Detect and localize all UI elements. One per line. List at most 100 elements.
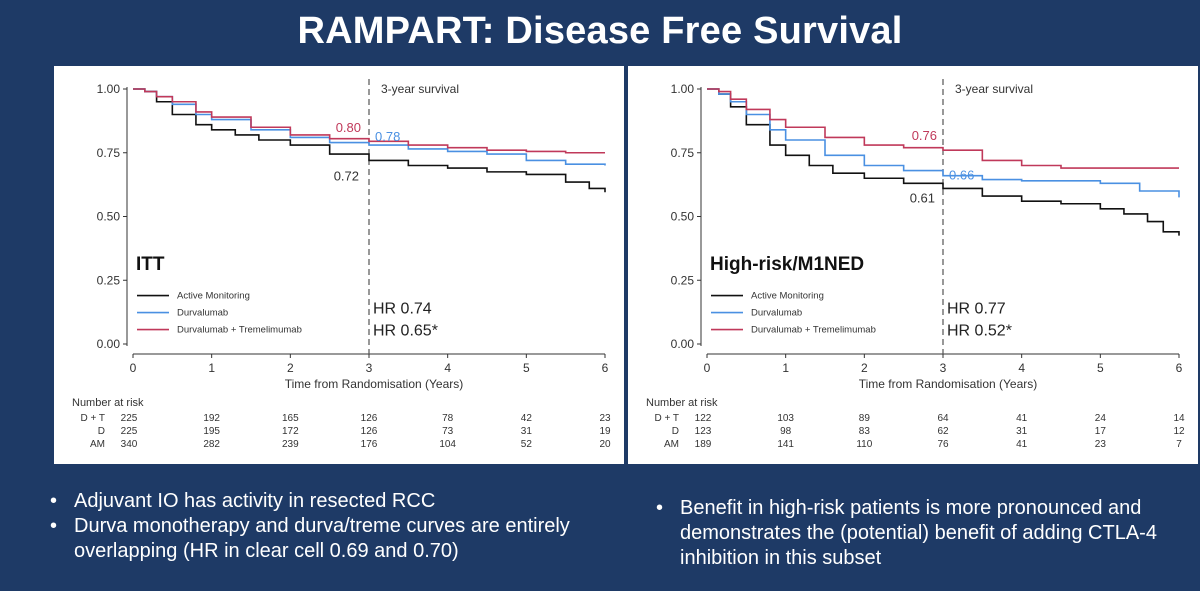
x-tick-label: 5 (523, 361, 530, 375)
legend-entry: Active Monitoring (751, 291, 824, 302)
legend-entry: Durvalumab + Tremelimumab (177, 325, 302, 336)
risk-table-cell: 172 (282, 426, 299, 437)
reference-line-label: 3-year survival (955, 82, 1033, 96)
risk-table-cell: 225 (121, 426, 138, 437)
km-curve-active-monitoring (133, 88, 606, 193)
risk-table-cell: 225 (121, 413, 138, 424)
km-curve-durva-treme (707, 88, 1179, 169)
km-curve-active-monitoring (707, 88, 1180, 236)
risk-table-cell: 126 (361, 413, 378, 424)
risk-table-cell: 23 (599, 413, 611, 424)
y-tick-label: 0.25 (671, 273, 695, 287)
risk-table-cell: 12 (1173, 426, 1185, 437)
risk-table-cell: 20 (599, 439, 611, 450)
risk-table-cell: 104 (439, 439, 456, 450)
bullet-list-left: Adjuvant IO has activity in resected RCC… (44, 489, 604, 564)
x-axis-label: Time from Randomisation (Years) (285, 377, 464, 391)
chart-subtitle: High-risk/M1NED (710, 254, 864, 275)
risk-table-cell: 7 (1176, 439, 1182, 450)
x-tick-label: 6 (1176, 361, 1183, 375)
risk-table-cell: 176 (361, 439, 378, 450)
x-axis-label: Time from Randomisation (Years) (859, 377, 1038, 391)
y-tick-label: 0.00 (671, 337, 695, 351)
km-chart-panel-itt: 0.00 0.25 0.50 0.75 1.00 0 1 2 3 4 5 6 Time from Ran… (54, 66, 624, 464)
x-tick-label: 2 (861, 361, 868, 375)
risk-table-cell: 76 (937, 439, 949, 450)
hazard-ratio-label: HR 0.77 (947, 300, 1006, 317)
risk-table-cell: 123 (695, 426, 712, 437)
km-curve-durvalumab (707, 88, 1180, 198)
x-tick-label: 1 (782, 361, 789, 375)
bullet-item: Adjuvant IO has activity in resected RCC (44, 489, 604, 514)
risk-table-row-label: AM (90, 439, 105, 450)
hazard-ratio-label: HR 0.52* (947, 322, 1012, 339)
km-curve-durva-treme (133, 88, 605, 154)
risk-table-cell: 62 (937, 426, 949, 437)
risk-table-cell: 103 (777, 413, 794, 424)
legend-entry: Durvalumab (177, 308, 228, 319)
risk-table-cell: 64 (937, 413, 949, 424)
risk-table-cell: 78 (442, 413, 454, 424)
risk-table-cell: 98 (780, 426, 792, 437)
hazard-ratio-label: HR 0.65* (373, 322, 438, 339)
reference-line-label: 3-year survival (381, 82, 459, 96)
y-tick-label: 0.00 (97, 337, 121, 351)
bullet-list-right: Benefit in high-risk patients is more pr… (650, 496, 1170, 571)
x-tick-label: 1 (208, 361, 215, 375)
risk-table-cell: 282 (203, 439, 220, 450)
curve-value-label: 0.76 (912, 128, 937, 143)
y-tick-label: 0.75 (671, 146, 695, 160)
curve-value-label: 0.80 (336, 120, 361, 135)
risk-table-cell: 42 (521, 413, 533, 424)
risk-table-cell: 192 (203, 413, 220, 424)
bullet-item: Durva monotherapy and durva/treme curves… (44, 514, 604, 564)
risk-table-title: Number at risk (646, 397, 718, 409)
x-tick-label: 4 (1018, 361, 1025, 375)
x-tick-label: 0 (130, 361, 137, 375)
risk-table-cell: 24 (1095, 413, 1107, 424)
risk-table-cell: 141 (777, 439, 794, 450)
risk-table-cell: 17 (1095, 426, 1107, 437)
risk-table-cell: 239 (282, 439, 299, 450)
y-tick-label: 0.50 (671, 210, 695, 224)
risk-table-cell: 14 (1173, 413, 1185, 424)
risk-table-cell: 195 (203, 426, 220, 437)
risk-table-cell: 89 (859, 413, 871, 424)
x-tick-label: 0 (704, 361, 711, 375)
y-tick-label: 0.25 (97, 273, 121, 287)
risk-table-title: Number at risk (72, 397, 144, 409)
risk-table-cell: 23 (1095, 439, 1107, 450)
bullet-item: Benefit in high-risk patients is more pr… (650, 496, 1170, 571)
risk-table-row-label: D + T (80, 413, 105, 424)
risk-table-cell: 31 (1016, 426, 1028, 437)
y-tick-label: 0.75 (97, 146, 121, 160)
y-tick-label: 1.00 (671, 82, 695, 96)
km-chart-panel-high-risk: 0.00 0.25 0.50 0.75 1.00 0 1 2 3 4 5 6 Time from Ran… (628, 66, 1198, 464)
risk-table-row-label: AM (664, 439, 679, 450)
x-tick-label: 5 (1097, 361, 1104, 375)
x-tick-label: 2 (287, 361, 294, 375)
legend-entry: Durvalumab + Tremelimumab (751, 325, 876, 336)
curve-value-label: 0.66 (949, 168, 974, 183)
risk-table-cell: 83 (859, 426, 871, 437)
risk-table-cell: 126 (361, 426, 378, 437)
risk-table-cell: 165 (282, 413, 299, 424)
y-tick-label: 0.50 (97, 210, 121, 224)
risk-table-row-label: D (98, 426, 105, 437)
risk-table-cell: 110 (856, 439, 872, 450)
hazard-ratio-label: HR 0.74 (373, 300, 432, 317)
chart-subtitle: ITT (136, 254, 165, 275)
x-tick-label: 6 (602, 361, 609, 375)
risk-table-row-label: D + T (654, 413, 679, 424)
slide-title: RAMPART: Disease Free Survival (297, 10, 903, 52)
risk-table-cell: 189 (695, 439, 712, 450)
curve-value-label: 0.72 (334, 168, 359, 183)
curve-value-label: 0.61 (910, 190, 935, 205)
x-tick-label: 4 (444, 361, 451, 375)
curve-value-label: 0.78 (375, 129, 400, 144)
risk-table-cell: 31 (521, 426, 533, 437)
risk-table-cell: 73 (442, 426, 454, 437)
x-tick-label: 3 (940, 361, 947, 375)
legend-entry: Durvalumab (751, 308, 802, 319)
